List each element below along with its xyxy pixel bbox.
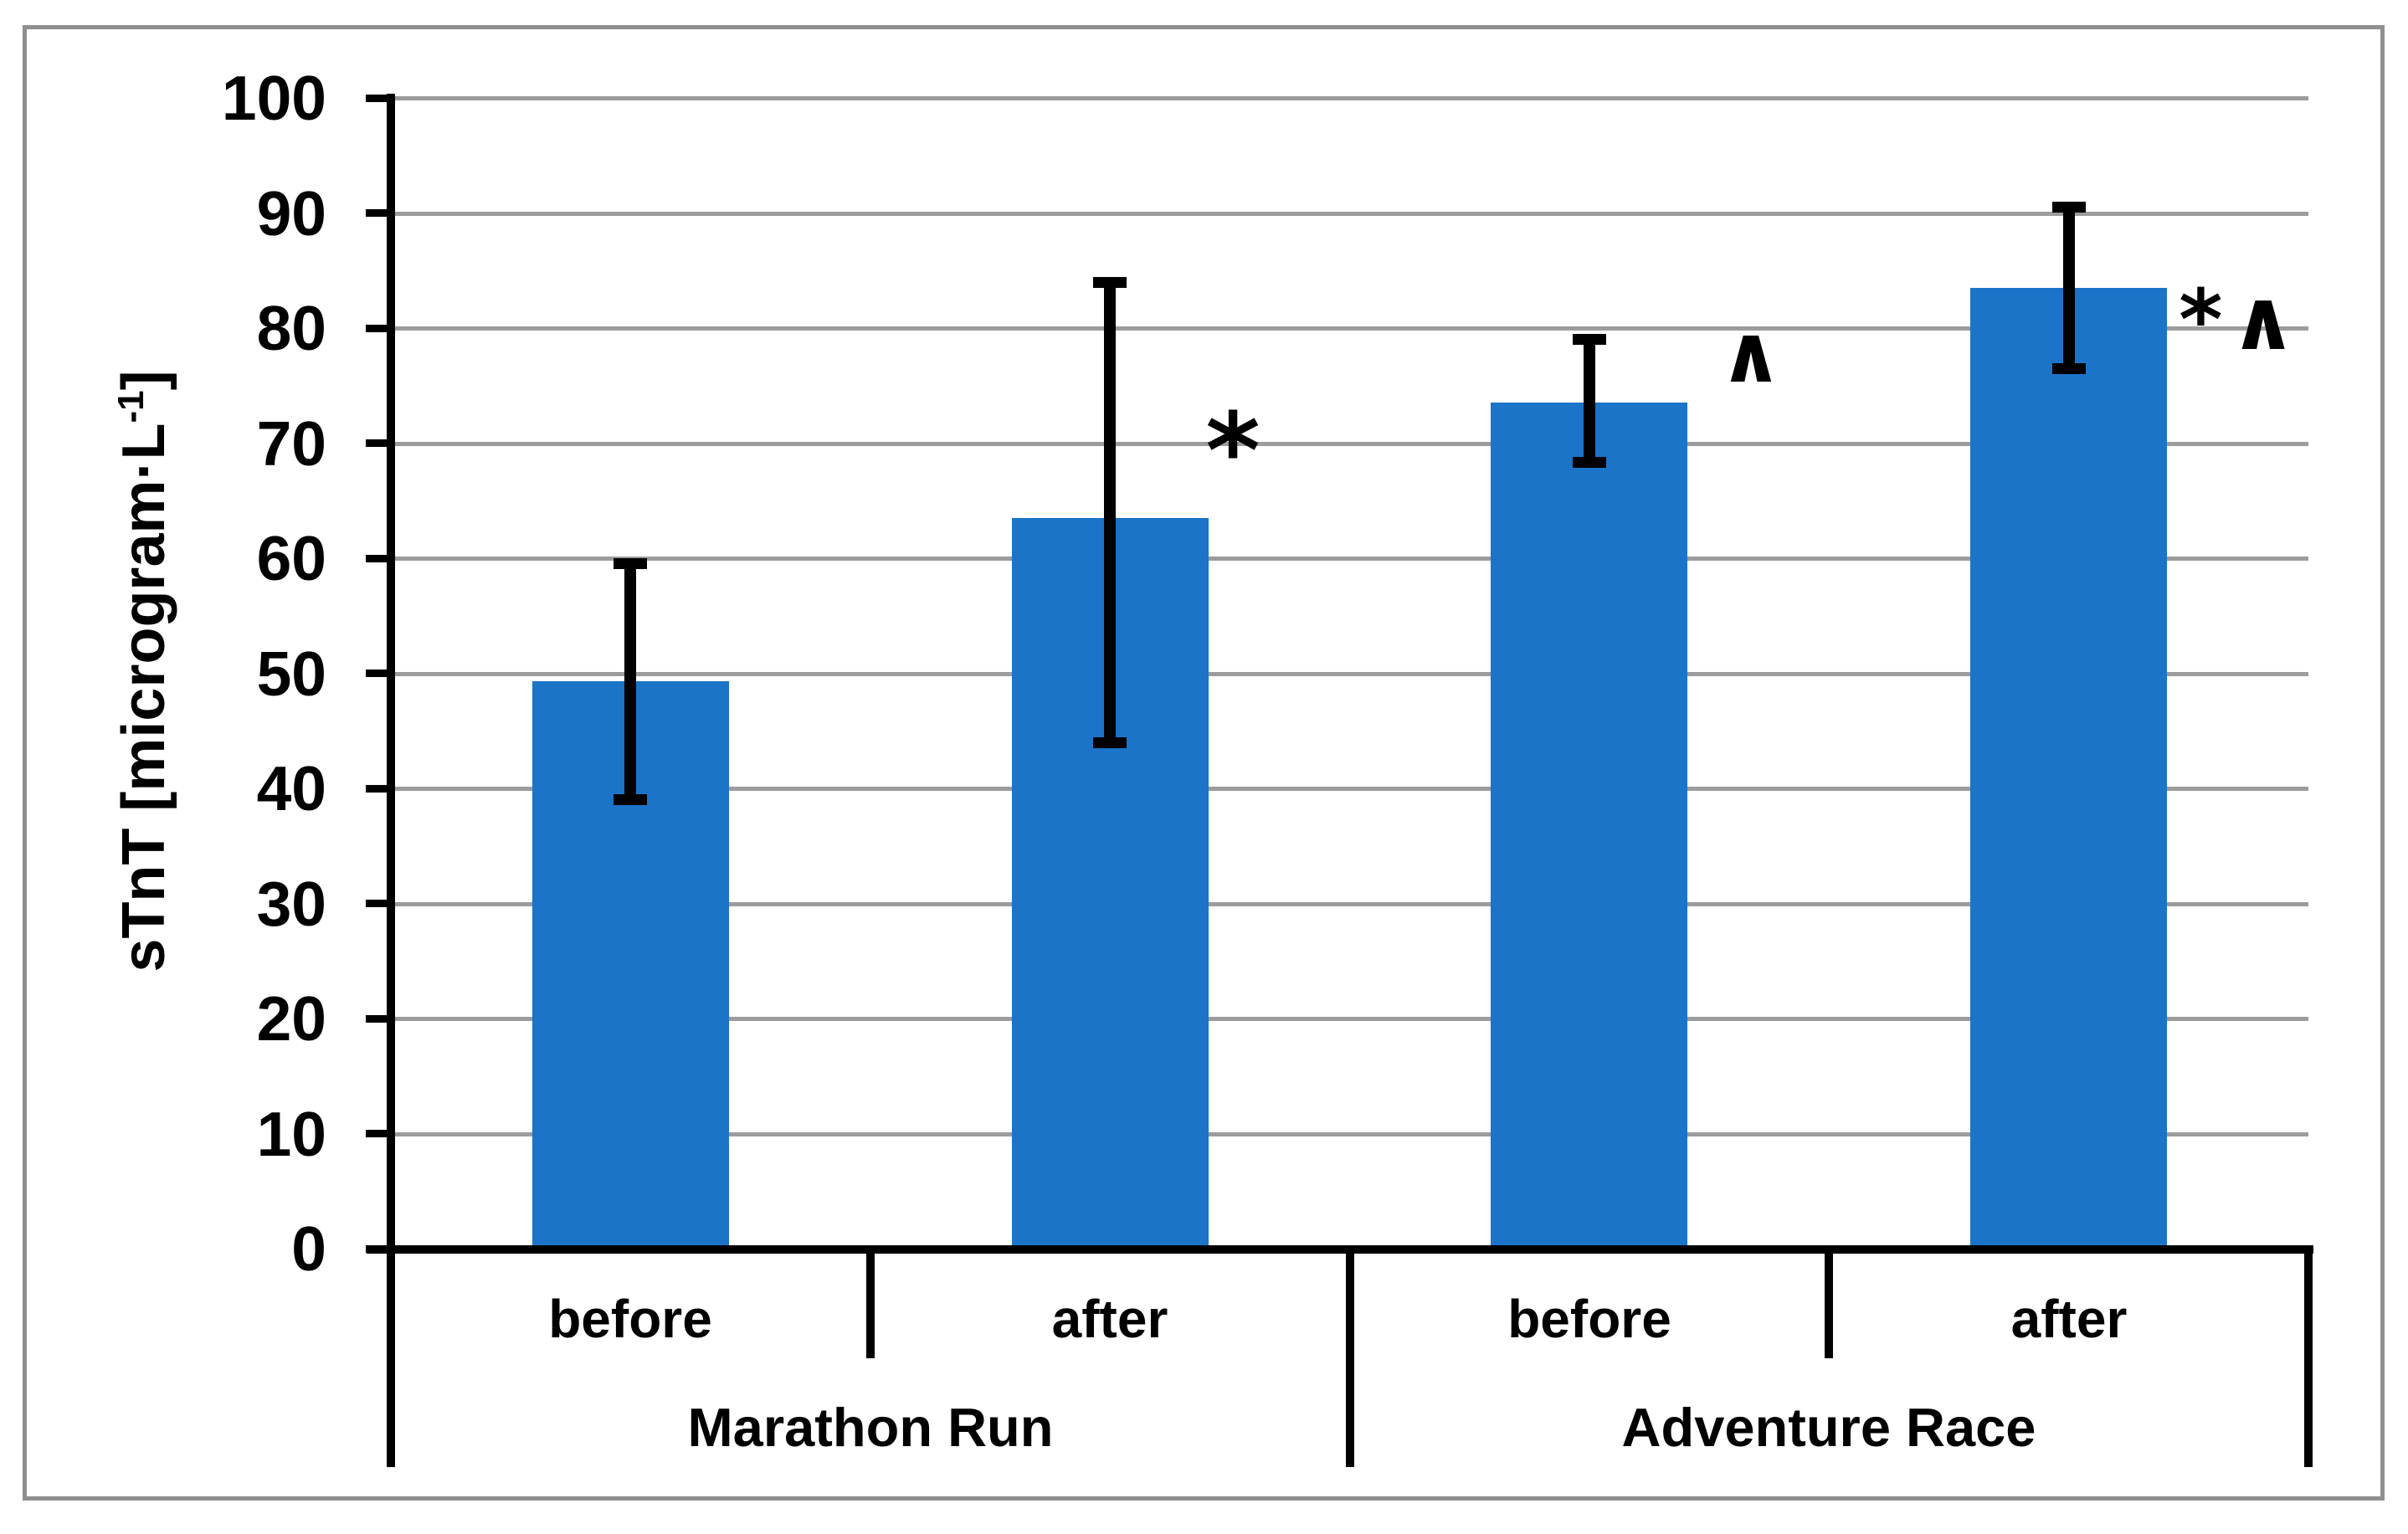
error-bar-line bbox=[1104, 282, 1116, 742]
error-bar-line bbox=[624, 564, 636, 800]
y-tick-label-10: 10 bbox=[256, 1099, 326, 1169]
error-bar-cap-bottom bbox=[1573, 457, 1606, 468]
significance-annotation: ∧ bbox=[1718, 309, 1784, 401]
y-tick-40 bbox=[366, 785, 395, 793]
category-divider-long bbox=[1346, 1245, 1354, 1467]
y-tick-label-30: 30 bbox=[256, 869, 326, 939]
category-divider-long bbox=[2304, 1245, 2313, 1467]
y-tick-50 bbox=[366, 670, 395, 677]
y-tick-label-40: 40 bbox=[256, 753, 326, 823]
significance-annotation: * bbox=[1205, 391, 1260, 512]
error-bar-cap-bottom bbox=[1093, 737, 1127, 748]
y-tick-label-20: 20 bbox=[256, 983, 326, 1054]
y-tick-label-0: 0 bbox=[291, 1213, 326, 1284]
y-tick-100 bbox=[366, 95, 395, 102]
category-divider-short bbox=[1825, 1245, 1833, 1358]
gridline-90 bbox=[393, 211, 2308, 216]
y-tick-20 bbox=[366, 1015, 395, 1023]
gridline-10 bbox=[393, 1131, 2308, 1136]
category-divider-short bbox=[866, 1245, 875, 1358]
error-bar-cap-top bbox=[1573, 334, 1606, 345]
gridline-30 bbox=[393, 901, 2308, 906]
error-bar-cap-bottom bbox=[614, 794, 647, 805]
x-category-label: before bbox=[548, 1289, 712, 1349]
gridline-60 bbox=[393, 557, 2308, 561]
gridline-70 bbox=[393, 441, 2308, 446]
error-bar-line bbox=[2063, 208, 2075, 369]
y-tick-label-90: 90 bbox=[256, 178, 326, 249]
y-tick-label-60: 60 bbox=[256, 523, 326, 593]
error-bar-line bbox=[1584, 340, 1595, 463]
y-tick-label-50: 50 bbox=[256, 639, 326, 709]
y-tick-80 bbox=[366, 325, 395, 332]
y-tick-30 bbox=[366, 900, 395, 907]
y-tick-90 bbox=[366, 209, 395, 217]
y-tick-10 bbox=[366, 1130, 395, 1137]
bar-adventure-race-before bbox=[1491, 403, 1687, 1249]
error-bar-cap-top bbox=[2052, 202, 2086, 213]
x-category-label: before bbox=[1507, 1289, 1671, 1349]
y-tick-70 bbox=[366, 439, 395, 447]
y-tick-label-100: 100 bbox=[221, 63, 326, 133]
gridline-40 bbox=[393, 787, 2308, 791]
x-group-label-adventure-race: Adventure Race bbox=[1621, 1397, 2036, 1458]
gridline-80 bbox=[393, 326, 2308, 331]
x-category-label: after bbox=[1051, 1289, 1168, 1349]
x-axis-line bbox=[367, 1245, 2313, 1254]
y-tick-0 bbox=[366, 1245, 395, 1253]
gridline-20 bbox=[393, 1017, 2308, 1021]
gridline-100 bbox=[393, 96, 2308, 100]
x-group-label-marathon-run: Marathon Run bbox=[687, 1397, 1054, 1458]
error-bar-cap-top bbox=[1093, 277, 1127, 288]
y-tick-60 bbox=[366, 555, 395, 562]
y-axis-line bbox=[387, 94, 395, 1467]
error-bar-cap-bottom bbox=[2052, 363, 2086, 374]
error-bar-cap-top bbox=[614, 558, 647, 569]
gridline-50 bbox=[393, 671, 2308, 676]
y-tick-label-70: 70 bbox=[256, 408, 326, 479]
x-category-label: after bbox=[2010, 1289, 2128, 1349]
y-tick-label-80: 80 bbox=[256, 293, 326, 363]
bar-adventure-race-after bbox=[1970, 288, 2167, 1249]
significance-annotation: *∧ bbox=[2179, 271, 2304, 369]
